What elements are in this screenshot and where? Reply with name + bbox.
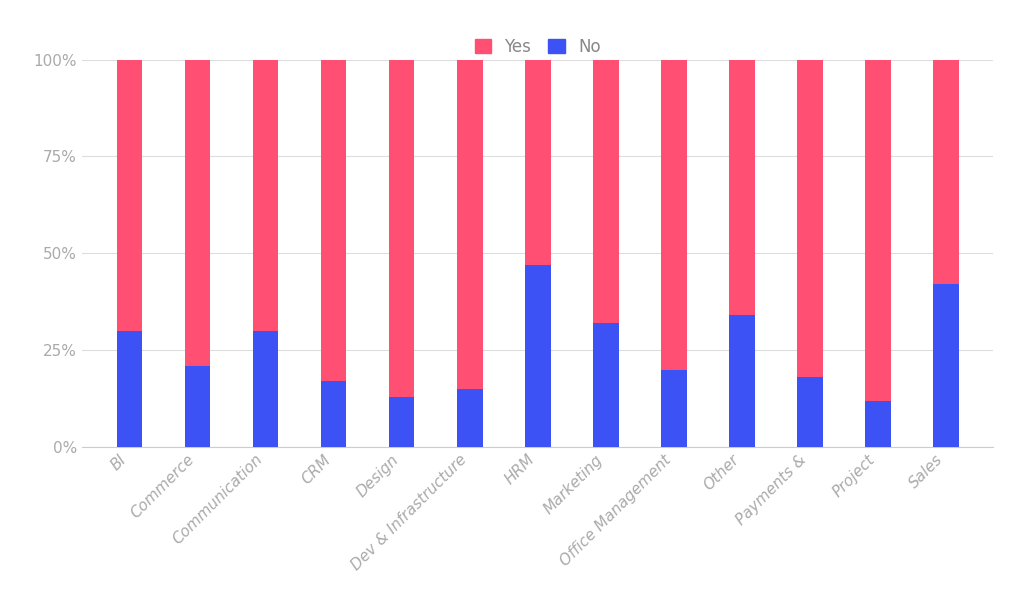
Bar [524,265,551,447]
Bar [321,60,346,381]
Legend: Yes, No: Yes, No [466,29,609,64]
Bar [660,60,686,370]
Bar [457,389,482,447]
Bar [184,366,211,447]
Bar [864,401,891,447]
Bar [524,60,551,265]
Bar [253,60,279,331]
Bar [117,60,142,331]
Bar [321,381,346,447]
Bar [389,60,415,397]
Bar [593,323,618,447]
Bar [457,60,482,389]
Bar [797,377,822,447]
Bar [797,60,822,377]
Bar [253,331,279,447]
Bar [660,370,686,447]
Bar [933,60,958,284]
Bar [184,60,211,366]
Bar [864,60,891,401]
Bar [389,397,415,447]
Bar [593,60,618,323]
Bar [933,284,958,447]
Bar [729,315,755,447]
Bar [729,60,755,315]
Bar [117,331,142,447]
